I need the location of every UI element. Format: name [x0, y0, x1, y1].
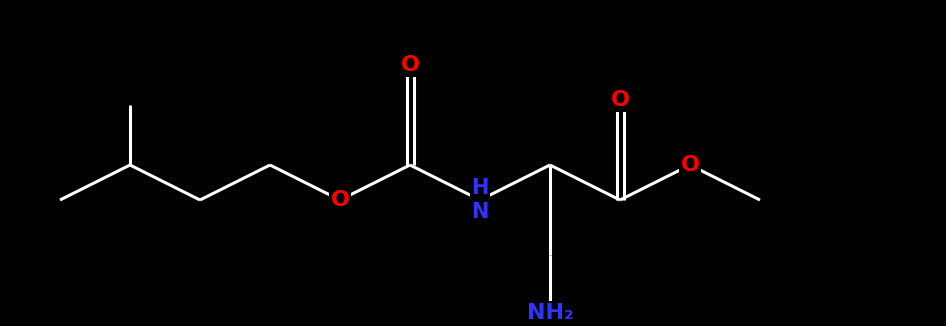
Text: O: O: [330, 190, 349, 210]
Text: O: O: [400, 55, 419, 75]
Text: H
N: H N: [471, 178, 489, 222]
Text: O: O: [610, 90, 629, 110]
Text: NH₂: NH₂: [527, 303, 573, 323]
Text: O: O: [680, 155, 699, 175]
